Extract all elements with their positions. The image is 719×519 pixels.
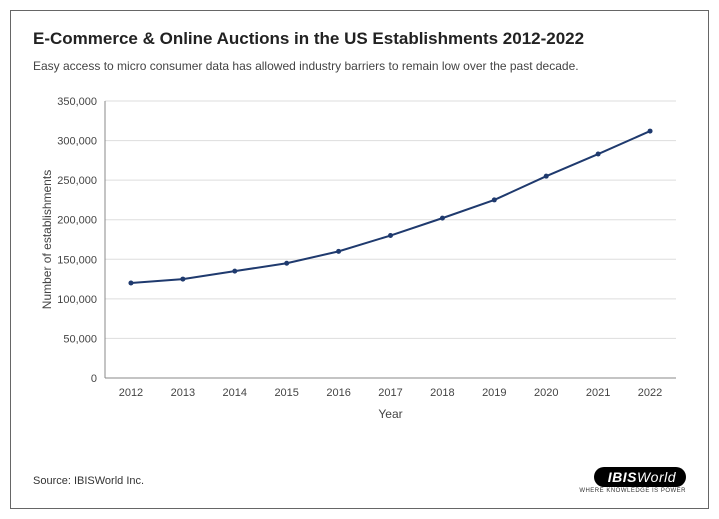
svg-text:2022: 2022: [638, 387, 662, 399]
source-text: Source: IBISWorld Inc.: [33, 475, 144, 487]
brand-logo: IBISWorld WHERE KNOWLEDGE IS POWER: [579, 467, 686, 494]
svg-text:Year: Year: [378, 407, 402, 421]
chart-subtitle: Easy access to micro consumer data has a…: [33, 59, 686, 73]
svg-text:2016: 2016: [326, 387, 350, 399]
logo-bold: IBIS: [608, 469, 637, 485]
logo-tagline: WHERE KNOWLEDGE IS POWER: [579, 488, 686, 494]
svg-text:Number of establishments: Number of establishments: [40, 170, 54, 309]
svg-text:2019: 2019: [482, 387, 506, 399]
line-chart-svg: 0 50,000 100,000 150,000 200,000 250,000 300,0…: [33, 91, 688, 426]
svg-text:2015: 2015: [274, 387, 298, 399]
svg-text:300,000: 300,000: [57, 136, 97, 148]
chart-container: E-Commerce & Online Auctions in the US E…: [10, 10, 709, 509]
svg-text:2018: 2018: [430, 387, 454, 399]
chart-title: E-Commerce & Online Auctions in the US E…: [33, 29, 686, 49]
svg-text:0: 0: [91, 373, 97, 385]
svg-text:50,000: 50,000: [63, 333, 97, 345]
chart-area: 0 50,000 100,000 150,000 200,000 250,000 300,0…: [33, 91, 686, 426]
svg-text:2021: 2021: [586, 387, 610, 399]
svg-text:2017: 2017: [378, 387, 402, 399]
svg-text:200,000: 200,000: [57, 215, 97, 227]
logo-thin: World: [637, 469, 676, 485]
svg-text:2014: 2014: [223, 387, 247, 399]
svg-text:250,000: 250,000: [57, 175, 97, 187]
svg-text:350,000: 350,000: [57, 96, 97, 108]
svg-text:150,000: 150,000: [57, 254, 97, 266]
footer: Source: IBISWorld Inc. IBISWorld WHERE K…: [33, 467, 686, 494]
svg-text:2012: 2012: [119, 387, 143, 399]
svg-text:2013: 2013: [171, 387, 195, 399]
logo-badge: IBISWorld: [594, 467, 686, 487]
svg-text:2020: 2020: [534, 387, 558, 399]
svg-text:100,000: 100,000: [57, 294, 97, 306]
